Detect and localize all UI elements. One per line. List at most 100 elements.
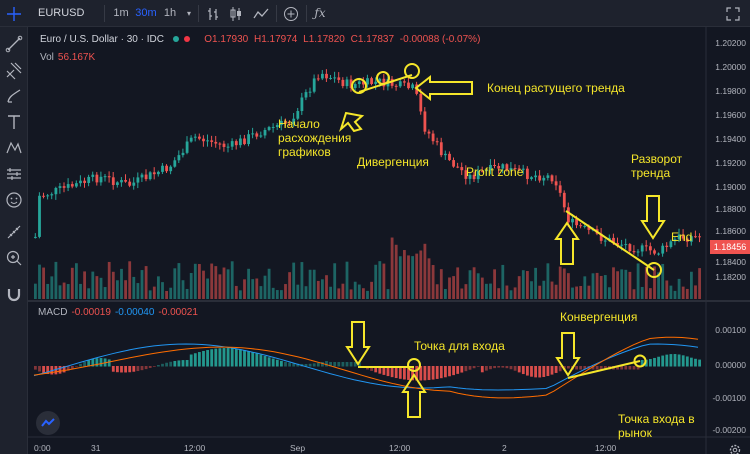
volume-bar (690, 271, 693, 299)
volume-bar (177, 263, 181, 299)
macd-histogram-bar (46, 366, 50, 375)
candle-body (468, 174, 472, 179)
macd-histogram-bar (54, 366, 58, 375)
volume-bar (136, 283, 140, 299)
candle-body (308, 91, 312, 93)
macd-histogram-bar (189, 354, 193, 367)
volume-bar (349, 289, 353, 299)
brush-icon[interactable] (3, 85, 25, 107)
macd-histogram-bar (649, 359, 652, 367)
emoji-icon[interactable] (3, 189, 25, 211)
trendline-icon[interactable] (3, 33, 25, 55)
candle-body (661, 245, 665, 254)
candle-body (103, 176, 107, 178)
candle-body (304, 92, 308, 98)
macd-histogram-bar (579, 366, 583, 370)
volume-bar (275, 290, 279, 299)
annotation-convergence: Конвергенция (560, 310, 638, 324)
symbol-search[interactable]: EURUSD (38, 7, 85, 19)
pattern-icon[interactable] (3, 137, 25, 159)
time-tick: 2 (502, 443, 507, 453)
candle-style-icon[interactable] (226, 4, 246, 23)
volume-bar (271, 287, 275, 299)
annotation-drawings (339, 63, 666, 418)
macd-histogram-bar (222, 348, 226, 367)
macd-histogram-bar (128, 366, 132, 373)
timeframe-30m[interactable]: 30m (135, 7, 157, 19)
macd-label[interactable]: MACD (38, 307, 68, 318)
volume-bar (534, 267, 537, 299)
crosshair-icon[interactable] (2, 4, 26, 23)
candle-body (394, 85, 398, 87)
candle-body (517, 168, 521, 170)
volume-bars (34, 237, 701, 299)
volume-label[interactable]: Vol (40, 52, 54, 63)
macd-histogram-bar (325, 361, 328, 367)
text-icon[interactable] (3, 111, 25, 133)
candle-body (70, 184, 74, 187)
volume-bar (46, 283, 50, 299)
fx-icon[interactable]: ƒx (314, 6, 326, 20)
volume-bar (189, 272, 193, 299)
volume-bar (251, 279, 255, 299)
volume-bar (111, 271, 115, 299)
candle-body (681, 234, 685, 239)
candle-body (345, 79, 349, 87)
volume-bar (54, 261, 58, 299)
candle-body (99, 176, 103, 183)
volume-bar (239, 290, 242, 299)
volume-bar (214, 266, 218, 299)
chart-area[interactable]: Euro / U.S. Dollar · 30 · IDC O1.17930 H… (28, 27, 750, 454)
macd-histogram-bar (382, 366, 386, 375)
volume-bar (673, 290, 677, 299)
macd-histogram-bar (329, 362, 332, 367)
add-compare-icon[interactable] (280, 4, 302, 23)
pitchfork-icon[interactable] (3, 59, 25, 81)
candle-body (66, 184, 70, 188)
bar-style-icon[interactable] (203, 4, 223, 23)
candle-body (530, 177, 533, 179)
candle-body (337, 77, 341, 80)
volume-bar (640, 286, 644, 299)
timeframe-1m[interactable]: 1m (113, 7, 129, 19)
volume-bar (337, 288, 341, 299)
annotation-entry-point: Точка для входа (414, 339, 505, 353)
volume-bar (79, 283, 82, 299)
ruler-icon[interactable] (3, 221, 25, 243)
instrument-title[interactable]: Euro / U.S. Dollar · 30 · IDC (40, 34, 164, 45)
macd-histogram-bar (34, 366, 37, 370)
volume-bar (632, 289, 636, 299)
candle-body (54, 187, 58, 195)
candle-body (583, 225, 587, 227)
magnet-icon[interactable] (3, 283, 25, 305)
macd-histogram-bar (243, 350, 246, 367)
macd-histogram-bar (374, 366, 378, 373)
candle-body (665, 245, 669, 247)
volume-bar (255, 278, 259, 299)
candle-body (280, 120, 283, 126)
volume-bar (353, 281, 357, 299)
macd-histogram-bar (62, 366, 66, 373)
indicators-icon[interactable] (250, 4, 272, 23)
timeframe-1h[interactable]: 1h (163, 7, 177, 19)
forecast-icon[interactable] (3, 163, 25, 185)
fullscreen-icon[interactable] (722, 4, 744, 23)
reversal-down-arrow (640, 195, 666, 240)
macd-histogram-bar (263, 355, 267, 367)
tradingview-logo[interactable] (36, 411, 60, 435)
candle-body (407, 82, 410, 89)
candle-body (485, 170, 488, 172)
candle-body (620, 244, 624, 246)
zoom-icon[interactable] (3, 247, 25, 269)
volume-bar (505, 285, 509, 299)
macd-histogram-bar (538, 366, 542, 378)
candle-body (636, 251, 640, 253)
macd-histogram-bar (111, 366, 115, 372)
chart-canvas (28, 27, 750, 454)
candle-body (198, 136, 201, 139)
volume-bar (70, 267, 74, 299)
candle-body (366, 78, 369, 85)
volume-bar (595, 272, 599, 299)
gear-icon[interactable] (728, 443, 742, 454)
timeframe-dropdown-icon[interactable]: ▾ (186, 9, 191, 18)
